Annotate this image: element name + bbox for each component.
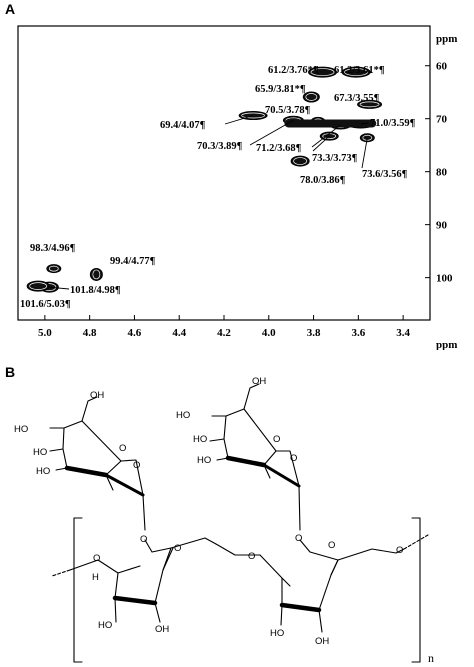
atom-label: HO — [14, 424, 28, 435]
atom-label: O — [133, 460, 140, 471]
atom-label: O — [140, 534, 147, 545]
cross-peak-label: 65.9/3.81*¶ — [255, 84, 306, 95]
cross-peak — [302, 91, 320, 103]
atom-label: O — [290, 453, 297, 464]
atom-label: O — [328, 540, 335, 551]
atom-label: HO — [270, 628, 284, 639]
leader-line — [312, 135, 330, 152]
x-tick-label: 4.2 — [217, 327, 231, 339]
cross-peak — [290, 155, 310, 167]
leader-line — [49, 286, 70, 290]
atom-label: HO — [197, 455, 211, 466]
panel-label-a: A — [5, 1, 16, 17]
axes: 5.0 4.8 4.6 4.4 4.2 4.0 3.8 3.6 3.4 60 70 80 90 100 pp… — [17, 25, 457, 350]
atom-label: O — [119, 443, 126, 454]
atom-label: O — [396, 545, 403, 556]
y-axis-unit: ppm — [436, 33, 457, 45]
contour-inner — [305, 93, 318, 101]
cross-peak-label: 98.3/4.96¶ — [30, 243, 76, 254]
atom-label: OH — [252, 376, 266, 387]
backbone-left-ring — [69, 537, 217, 623]
repeat-unit-label: n — [428, 651, 434, 665]
cross-peak — [308, 66, 338, 78]
overlap-band — [284, 119, 377, 128]
chain-continuation-left — [51, 569, 71, 577]
y-tick-label: 60 — [436, 61, 448, 73]
contour-inner — [359, 101, 380, 108]
contour-inner — [241, 112, 265, 119]
atom-label: HO — [176, 410, 190, 421]
x-tick-label: 4.0 — [262, 327, 276, 339]
y-tick-label: 80 — [436, 167, 448, 179]
y-tick-label: 100 — [436, 273, 453, 285]
x-tick-label: 4.4 — [172, 327, 186, 339]
panel-label-b: B — [5, 364, 16, 380]
atom-label: H — [92, 572, 99, 583]
contour-inner — [344, 68, 368, 76]
hsqc-spectrum-chart: 5.0 4.8 4.6 4.4 4.2 4.0 3.8 3.6 3.4 60 70 80 90 100 pp… — [17, 25, 457, 350]
contour-inner — [293, 157, 307, 165]
cross-peak — [26, 280, 50, 292]
repeat-bracket-right — [411, 517, 421, 663]
atom-label: HO — [193, 434, 207, 445]
cross-peak-label: 71.2/3.68¶ — [256, 143, 302, 154]
leader-line — [361, 137, 368, 169]
cross-peak-label: 61.2/3.76*¶ — [268, 65, 319, 76]
leader-line — [249, 119, 294, 146]
cross-peak — [89, 267, 103, 281]
atom-label: OH — [155, 624, 169, 635]
contour-inner — [48, 265, 59, 272]
cross-peak-label: 78.0/3.86¶ — [300, 175, 346, 186]
right-side-chain-ring — [209, 383, 301, 531]
cross-peak-label: 73.6/3.56¶ — [362, 169, 408, 180]
contour-inner — [310, 68, 335, 76]
atom-label: O — [295, 533, 302, 544]
cross-peak-label: 101.8/4.98¶ — [70, 285, 121, 296]
cross-peak-labels: 61.2/3.76*¶ 61.2/3.61*¶ 65.9/3.81*¶ 67.3/3.… — [20, 65, 416, 310]
y-tick-label: 70 — [436, 114, 448, 126]
x-tick-label: 3.4 — [396, 327, 410, 339]
x-tick-label: 4.8 — [83, 327, 97, 339]
backbone-right-ring — [259, 539, 405, 633]
leader-line — [360, 122, 369, 125]
x-tick-label: 3.8 — [307, 327, 321, 339]
cross-peak — [357, 99, 383, 109]
atom-label: O — [174, 543, 181, 554]
leader-line — [224, 115, 254, 125]
cross-peak-label: 101.6/5.03¶ — [20, 299, 71, 310]
cross-peak — [46, 264, 62, 274]
structure-atom-labels: HO HO HO OH O O O HO HO HO OH O O O O H … — [14, 376, 434, 665]
cross-peak-label: 69.4/4.07¶ — [160, 120, 206, 131]
x-tick-label: 4.6 — [128, 327, 142, 339]
atom-label: HO — [36, 466, 50, 477]
atom-label: OH — [90, 390, 104, 401]
cross-peak-label: 61.2/3.61*¶ — [334, 65, 385, 76]
chain-continuation-right — [403, 534, 429, 550]
cross-peak-label: 70.5/3.78¶ — [265, 105, 311, 116]
cross-peak-label: 99.4/4.77¶ — [110, 256, 156, 267]
cross-peak — [341, 66, 371, 78]
x-axis-unit: ppm — [436, 339, 457, 350]
atom-label: O — [248, 551, 255, 562]
x-tick-label: 3.6 — [351, 327, 365, 339]
atom-label: O — [273, 434, 280, 445]
x-tick-label: 5.0 — [38, 327, 52, 339]
atom-label: HO — [98, 620, 112, 631]
cross-peak-label: 70.3/3.89¶ — [197, 141, 243, 152]
glycosidic-bond — [215, 543, 261, 556]
atom-label: O — [93, 553, 100, 564]
cross-peak-label: 73.3/3.73¶ — [312, 153, 358, 164]
cross-peak-label: 71.0/3.59¶ — [370, 118, 416, 129]
contour-inner — [92, 269, 101, 280]
atom-label: OH — [315, 636, 329, 647]
repeat-bracket-left — [73, 517, 83, 663]
cross-peak-label: 67.3/3.55¶ — [334, 93, 380, 104]
left-side-chain-ring — [49, 396, 146, 531]
leader-line — [311, 124, 341, 148]
leader-lines — [49, 115, 369, 290]
y-tick-label: 90 — [436, 220, 448, 232]
contour-inner — [29, 282, 48, 290]
atom-label: HO — [33, 447, 47, 458]
